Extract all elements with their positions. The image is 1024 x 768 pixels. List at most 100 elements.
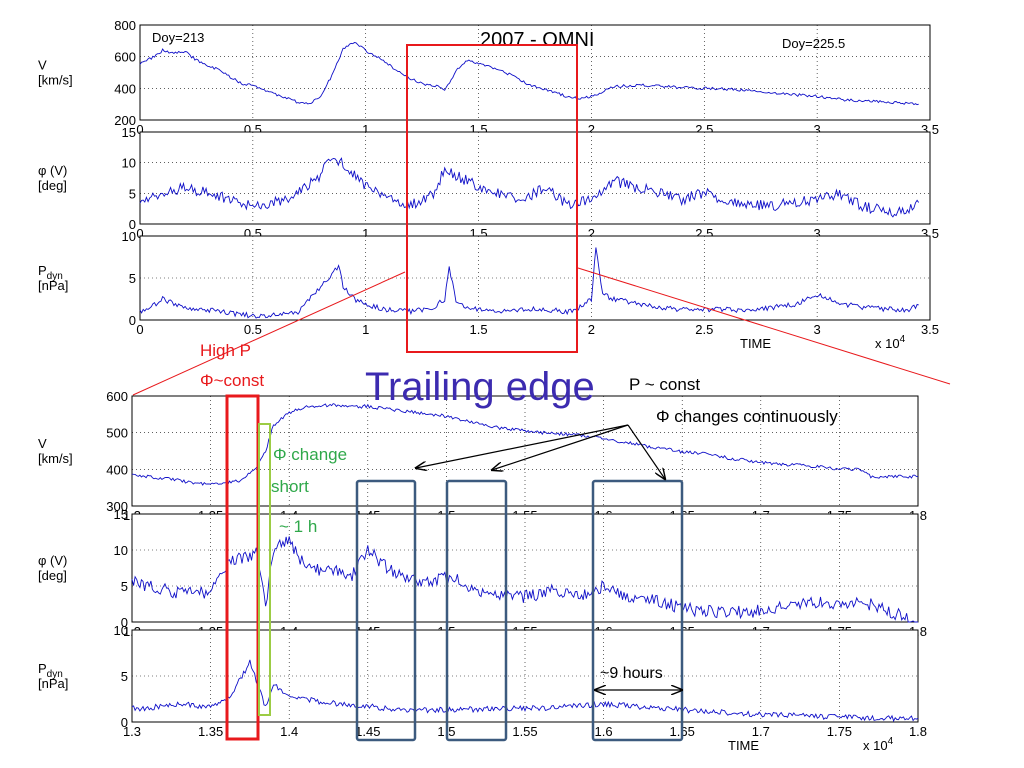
y-axis-unit: [deg] xyxy=(38,568,67,583)
x-axis-label: TIME xyxy=(740,336,771,351)
zoom-chart: 1.31.351.41.451.51.551.61.651.71.751.830… xyxy=(38,389,927,753)
doy-end-label: Doy=225.5 xyxy=(782,36,845,51)
series-line-Pdyn xyxy=(139,247,919,319)
x-tick-label: 1.75 xyxy=(827,724,852,739)
series-line-V xyxy=(131,403,919,486)
y-tick-label: 800 xyxy=(114,18,136,33)
y-axis-unit: [deg] xyxy=(38,178,67,193)
short-label: short xyxy=(271,477,309,496)
y-tick-label: 10 xyxy=(114,543,128,558)
x-tick-label: 3 xyxy=(814,122,821,137)
y-tick-label: 600 xyxy=(106,389,128,404)
y-tick-label: 10 xyxy=(122,229,136,244)
x-axis-multiplier-exp: 4 xyxy=(888,736,894,747)
y-tick-label: 5 xyxy=(129,186,136,201)
interval-box-1 xyxy=(355,479,417,742)
y-tick-label: 400 xyxy=(114,81,136,96)
x-tick-label: 1.45 xyxy=(355,724,380,739)
y-tick-label: 15 xyxy=(114,507,128,522)
axes-frame xyxy=(139,131,931,225)
x-tick-label: 1.35 xyxy=(198,724,223,739)
y-axis-label: φ (V) xyxy=(38,163,67,178)
y-tick-label: 500 xyxy=(106,426,128,441)
x-tick-label: 1 xyxy=(362,122,369,137)
axes-frame xyxy=(131,395,919,507)
y-axis-unit: [km/s] xyxy=(38,451,73,466)
overview-highlight-box xyxy=(406,44,578,353)
y-tick-label: 10 xyxy=(114,623,128,638)
y-tick-label: 10 xyxy=(122,156,136,171)
y-tick-label: 0 xyxy=(129,313,136,328)
series-line-V xyxy=(139,42,919,106)
y-axis-label: V xyxy=(38,436,47,451)
y-axis-label: φ (V) xyxy=(38,553,67,568)
x-tick-label: 0 xyxy=(136,122,143,137)
x-tick-label: 1.3 xyxy=(123,724,141,739)
x-tick-label: 1.8 xyxy=(909,724,927,739)
y-tick-label: 600 xyxy=(114,50,136,65)
y-axis-label-sub: dyn xyxy=(47,669,63,680)
panel-phi: 1.31.351.41.451.51.551.61.651.71.751.805… xyxy=(38,507,927,639)
x-tick-label: 2 xyxy=(588,122,595,137)
y-axis-unit: [nPa] xyxy=(38,676,68,691)
x-tick-label: 1.6 xyxy=(595,724,613,739)
panel-Pdyn: 1.3 1.35 1.4 1.45 1.5 1.55 1.6 1.65 1.7 1.75 1.805… xyxy=(38,623,927,739)
x-tick-label: 1.5 xyxy=(470,322,488,337)
y-axis-label-sub: dyn xyxy=(47,271,63,282)
arrow-to-box-1 xyxy=(416,424,629,468)
x-tick-label: 3 xyxy=(814,322,821,337)
y-tick-label: 0 xyxy=(121,615,128,630)
p-const-label: P ~ const xyxy=(629,375,700,394)
x-tick-label: 1 xyxy=(362,226,369,241)
y-tick-label: 200 xyxy=(114,113,136,128)
interval-box-3 xyxy=(591,479,684,742)
y-tick-label: 400 xyxy=(106,462,128,477)
x-tick-label: 1.55 xyxy=(512,724,537,739)
x-tick-label: 0 xyxy=(136,322,143,337)
nine-hours-label: ~9 hours xyxy=(600,665,663,682)
doy-start-label: Doy=213 xyxy=(152,30,204,45)
x-tick-label: 0 xyxy=(136,226,143,241)
x-tick-label: 3 xyxy=(814,226,821,241)
y-tick-label: 0 xyxy=(129,217,136,232)
x-tick-label: 2 xyxy=(588,226,595,241)
phi-change-label: Φ change xyxy=(273,445,347,464)
y-axis-unit: [nPa] xyxy=(38,278,68,293)
x-axis-multiplier: x 104 xyxy=(875,334,906,351)
one-hour-label: ~ 1 h xyxy=(279,517,317,536)
x-axis-multiplier-exp: 4 xyxy=(900,334,906,345)
series-line-Pdyn xyxy=(131,659,919,723)
trailing-edge-title: Trailing edge xyxy=(365,365,595,409)
zoom-connector-left xyxy=(132,271,406,396)
arrow-to-box-2 xyxy=(492,424,629,470)
phi-const-label: Φ~const xyxy=(200,371,264,390)
y-axis-label: V xyxy=(38,58,47,73)
high-p-label: High P xyxy=(200,341,251,360)
panel-V: 1.31.351.41.451.51.551.61.651.71.751.830… xyxy=(38,389,927,523)
phi-continuous-label: Φ changes continuously xyxy=(656,407,838,426)
y-tick-label: 5 xyxy=(121,669,128,684)
interval-box-2 xyxy=(445,479,508,742)
y-tick-label: 5 xyxy=(129,271,136,286)
y-tick-label: 0 xyxy=(121,715,128,730)
axes-frame xyxy=(131,513,919,623)
x-axis-multiplier: x 104 xyxy=(863,736,894,753)
zoom-connector-right xyxy=(577,267,951,385)
y-tick-label: 15 xyxy=(122,125,136,140)
x-tick-label: 1.4 xyxy=(280,724,298,739)
x-axis-label: TIME xyxy=(728,738,759,753)
axes-frame xyxy=(139,24,931,121)
x-tick-label: 0.5 xyxy=(244,322,262,337)
y-tick-label: 300 xyxy=(106,499,128,514)
phi-change-box xyxy=(258,423,271,716)
x-tick-label: 1.7 xyxy=(752,724,770,739)
y-axis-unit: [km/s] xyxy=(38,73,73,88)
axes-frame xyxy=(139,235,931,321)
x-tick-label: 1 xyxy=(362,322,369,337)
x-tick-label: 2 xyxy=(588,322,595,337)
arrow-to-box-3 xyxy=(627,424,665,479)
